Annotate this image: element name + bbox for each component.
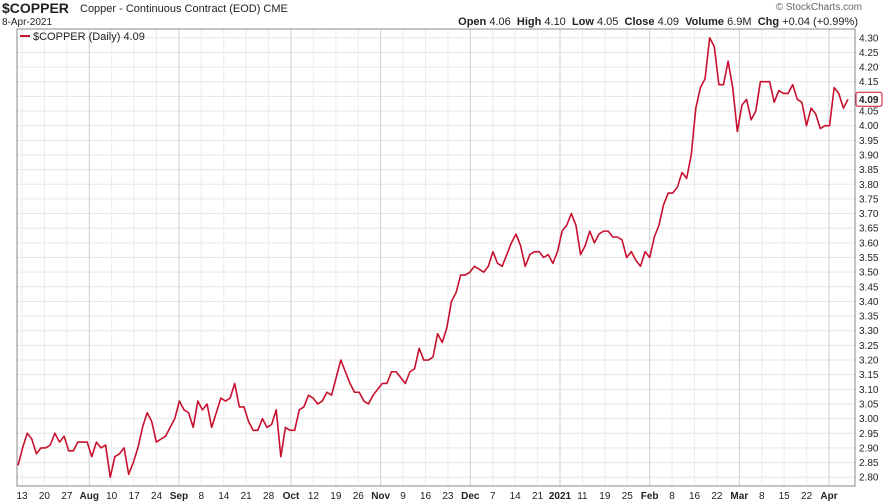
symbol-description: Copper - Continuous Contract (EOD) CME: [80, 3, 288, 15]
legend-label: $COPPER (Daily) 4.09: [33, 31, 145, 43]
x-tick-label: 23: [442, 491, 454, 502]
x-tick-label: Sep: [170, 491, 188, 502]
chg-label: Chg: [757, 16, 780, 28]
last-value-label: 4.09: [859, 95, 879, 106]
y-tick-label: 3.30: [859, 326, 879, 337]
price-line: [17, 36, 849, 479]
legend: $COPPER (Daily) 4.09: [20, 31, 145, 43]
x-tick-label: Mar: [730, 491, 748, 502]
x-tick-label: 17: [129, 491, 141, 502]
y-tick-label: 3.00: [859, 414, 879, 425]
x-tick-label: Oct: [283, 491, 300, 502]
y-tick-label: 3.40: [859, 297, 879, 308]
chart-header: $COPPER Copper - Continuous Contract (EO…: [0, 0, 896, 30]
x-tick-label: 28: [263, 491, 275, 502]
x-tick-label: 24: [151, 491, 163, 502]
low-label: Low: [571, 16, 594, 28]
y-tick-label: 4.00: [859, 121, 879, 132]
y-tick-label: 3.25: [859, 341, 879, 352]
volume-label: Volume: [685, 16, 725, 28]
x-tick-label: 11: [577, 491, 588, 502]
y-axis: 2.80 2.85 2.90 2.95 3.00 3.05 3.10 3.15 3.20 3.25…: [859, 33, 879, 483]
x-tick-label: 13: [16, 491, 28, 502]
chart-date: 8-Apr-2021: [2, 17, 53, 28]
x-tick-label: 19: [599, 491, 611, 502]
x-tick-label: 10: [106, 491, 118, 502]
exchange-label: CME: [263, 3, 288, 15]
high-label: High: [516, 16, 542, 28]
y-tick-label: 3.65: [859, 224, 879, 235]
y-tick-label: 3.85: [859, 165, 879, 176]
y-tick-label: 2.85: [859, 458, 879, 469]
x-tick-label: 16: [689, 491, 701, 502]
x-tick-label: 22: [711, 491, 723, 502]
grid-lines: [17, 29, 855, 486]
y-tick-label: 3.10: [859, 385, 879, 396]
x-tick-label: 27: [61, 491, 73, 502]
x-tick-label: Dec: [461, 491, 480, 502]
y-tick-label: 3.55: [859, 253, 879, 264]
x-tick-label: 21: [241, 491, 253, 502]
x-axis: 13 20 27 Aug 10 17 24 Sep 8 14 21 28 Oct 12 19 26 Nov 9 16…: [16, 491, 837, 502]
x-tick-label: 7: [490, 491, 496, 502]
x-tick-label: 2021: [549, 491, 572, 502]
y-tick-label: 3.05: [859, 399, 879, 410]
close-label: Close: [624, 16, 655, 28]
y-tick-label: 3.20: [859, 356, 879, 367]
y-tick-label: 3.75: [859, 194, 879, 205]
x-tick-label: 26: [353, 491, 365, 502]
chg-value: +0.04 (+0.99%): [782, 16, 858, 28]
y-tick-label: 3.35: [859, 312, 879, 323]
x-tick-label: 19: [330, 491, 342, 502]
close-value: 4.09: [657, 16, 679, 28]
x-tick-label: Apr: [820, 491, 837, 502]
y-tick-label: 2.95: [859, 429, 879, 440]
y-tick-label: 3.90: [859, 150, 879, 161]
x-tick-label: 14: [218, 491, 230, 502]
x-tick-label: 14: [510, 491, 522, 502]
open-value: 4.06: [489, 16, 511, 28]
x-tick-label: 21: [532, 491, 544, 502]
y-tick-label: 3.95: [859, 136, 879, 147]
x-tick-label: Aug: [80, 491, 99, 502]
y-tick-label: 3.70: [859, 209, 879, 220]
description-text: Copper - Continuous Contract (EOD): [80, 3, 261, 15]
y-tick-label: 2.90: [859, 443, 879, 454]
y-tick-label: 4.05: [859, 107, 879, 118]
x-tick-label: 8: [669, 491, 675, 502]
y-tick-label: 3.80: [859, 180, 879, 191]
x-tick-label: 12: [308, 491, 320, 502]
x-tick-label: 20: [39, 491, 51, 502]
x-tick-label: 8: [199, 491, 205, 502]
volume-value: 6.9M: [727, 16, 752, 28]
y-tick-label: 3.15: [859, 370, 879, 381]
y-tick-label: 3.60: [859, 238, 879, 249]
last-value-box: [855, 91, 883, 107]
y-tick-label: 4.25: [859, 48, 879, 59]
y-tick-label: 4.15: [859, 77, 879, 88]
plot-frame: [16, 28, 856, 487]
y-tick-label: 4.30: [859, 33, 879, 44]
y-tick-label: 3.45: [859, 282, 879, 293]
x-tick-label: 25: [622, 491, 634, 502]
x-tick-label: 22: [801, 491, 813, 502]
watermark: © StockCharts.com: [775, 2, 862, 13]
x-tick-label: Feb: [641, 491, 659, 502]
symbol-title: $COPPER: [2, 0, 69, 16]
high-value: 4.10: [544, 16, 566, 28]
x-tick-label: 16: [420, 491, 432, 502]
y-tick-label: 2.80: [859, 473, 879, 484]
y-tick-label: 4.20: [859, 63, 879, 74]
ohlc-readout: Open 4.06 High 4.10 Low 4.05 Close 4.09 …: [458, 16, 858, 28]
x-tick-label: 15: [779, 491, 791, 502]
open-label: Open: [458, 16, 487, 28]
last-value-tag: 4.09: [855, 91, 883, 107]
x-tick-label: Nov: [371, 491, 390, 502]
y-tick-label: 3.50: [859, 268, 879, 279]
x-tick-label: 8: [759, 491, 765, 502]
x-tick-label: 9: [400, 491, 406, 502]
low-value: 4.05: [597, 16, 619, 28]
